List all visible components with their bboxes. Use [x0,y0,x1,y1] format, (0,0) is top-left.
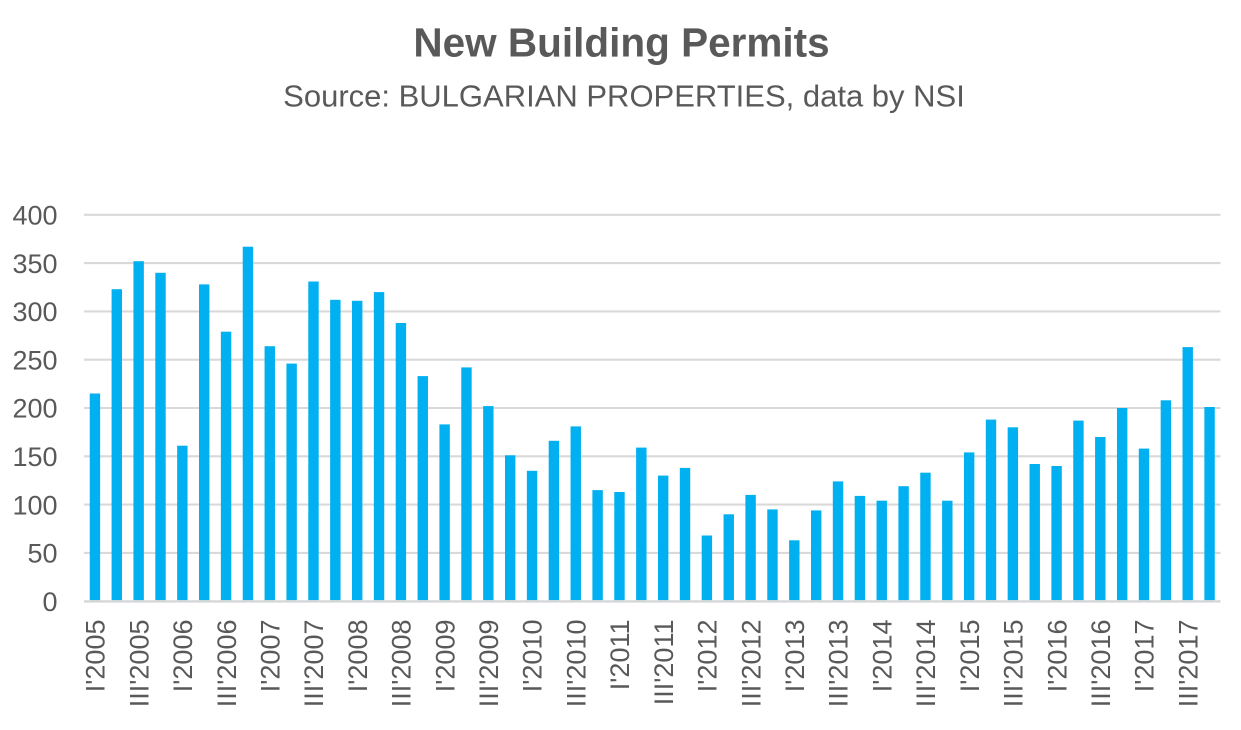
svg-text:I'2006: I'2006 [168,620,198,693]
svg-text:Source: BULGARIAN PROPERTIES,: Source: BULGARIAN PROPERTIES, data by NS… [283,79,965,114]
svg-text:III'2010: III'2010 [561,620,591,708]
svg-text:I'2010: I'2010 [518,620,548,693]
svg-text:III'2012: III'2012 [736,620,766,708]
svg-text:I'2009: I'2009 [430,620,460,693]
svg-text:250: 250 [12,345,57,375]
svg-text:III'2017: III'2017 [1173,620,1203,708]
svg-text:III'2007: III'2007 [299,620,329,708]
svg-text:New Building Permits: New Building Permits [413,20,829,66]
svg-text:III'2006: III'2006 [212,620,242,708]
svg-text:III'2009: III'2009 [474,620,504,708]
svg-text:I'2015: I'2015 [955,620,985,693]
svg-text:I'2008: I'2008 [343,620,373,693]
svg-text:I'2007: I'2007 [255,620,285,693]
svg-text:I'2017: I'2017 [1130,620,1160,693]
svg-text:100: 100 [12,490,57,520]
svg-text:III'2008: III'2008 [387,620,417,708]
svg-text:I'2016: I'2016 [1042,620,1072,693]
svg-text:I'2013: I'2013 [780,620,810,693]
svg-text:I'2014: I'2014 [867,620,897,693]
svg-text:III'2005: III'2005 [124,620,154,708]
svg-text:I'2005: I'2005 [81,620,111,693]
svg-text:III'2013: III'2013 [824,620,854,708]
svg-text:300: 300 [12,297,57,327]
svg-text:0: 0 [42,587,57,617]
svg-text:III'2011: III'2011 [649,620,679,706]
svg-text:III'2016: III'2016 [1086,620,1116,708]
svg-text:III'2015: III'2015 [999,620,1029,708]
svg-text:I'2012: I'2012 [693,620,723,693]
svg-text:350: 350 [12,249,57,279]
svg-text:400: 400 [12,201,57,231]
svg-text:200: 200 [12,394,57,424]
svg-text:I'2011: I'2011 [605,620,635,691]
svg-text:50: 50 [27,539,57,569]
svg-text:III'2014: III'2014 [911,620,941,708]
svg-text:150: 150 [12,442,57,472]
